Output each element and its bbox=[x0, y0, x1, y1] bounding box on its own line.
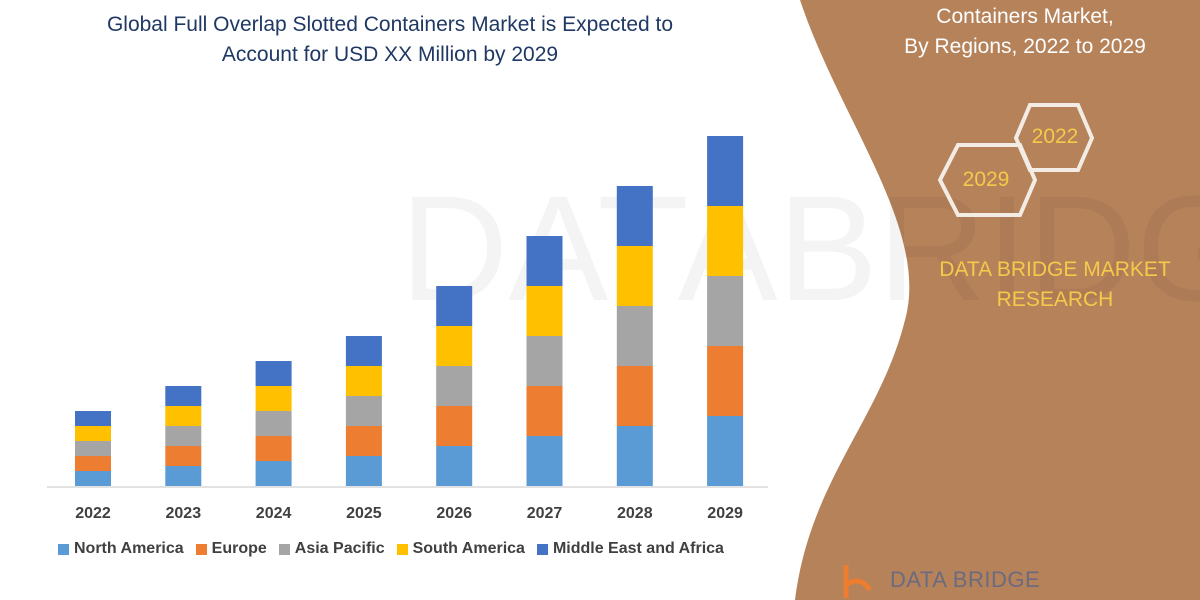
title-line-1: Global Full Overlap Slotted Containers M… bbox=[106, 13, 674, 36]
legend-item: Asia Pacific bbox=[278, 540, 385, 558]
bar-segment bbox=[526, 236, 563, 286]
bar-segment bbox=[345, 366, 382, 396]
bar-segment bbox=[165, 386, 202, 406]
bar-segment bbox=[255, 436, 292, 461]
x-tick-label: 2025 bbox=[346, 505, 382, 522]
bar-segment bbox=[616, 186, 653, 246]
bar-segment bbox=[345, 336, 382, 366]
brand-line-1: DATA BRIDGE MARKET bbox=[939, 258, 1171, 281]
bar-segment bbox=[75, 456, 111, 471]
side-title-line-1: Containers Market, bbox=[936, 5, 1114, 28]
legend-item: Europe bbox=[195, 540, 267, 558]
bar-segment bbox=[436, 326, 473, 366]
legend-label: South America bbox=[412, 540, 525, 557]
x-tick-label: 2029 bbox=[707, 505, 743, 522]
logo-text: DATA BRIDGE bbox=[890, 567, 1041, 592]
hex-label-2029: 2029 bbox=[962, 168, 1010, 191]
side-panel bbox=[795, 0, 1200, 600]
bar-segment bbox=[707, 136, 744, 206]
brand-line-2: RESEARCH bbox=[996, 288, 1114, 311]
bar-segment bbox=[255, 461, 292, 486]
bar-segment bbox=[526, 436, 563, 486]
x-tick-label: 2022 bbox=[75, 505, 111, 522]
bar-segment bbox=[75, 411, 111, 426]
x-tick-label: 2028 bbox=[617, 505, 653, 522]
legend-swatch bbox=[195, 543, 207, 555]
bar-segment bbox=[345, 426, 382, 456]
x-tick-label: 2027 bbox=[527, 505, 563, 522]
bar-segment bbox=[707, 206, 744, 276]
bar-segment bbox=[75, 471, 111, 486]
bar-segment bbox=[436, 406, 473, 446]
bar-segment bbox=[616, 426, 653, 486]
side-title: Containers Market, By Regions, 2022 to 2… bbox=[860, 2, 1190, 62]
legend-item: South America bbox=[396, 540, 525, 558]
legend-label: Middle East and Africa bbox=[552, 540, 724, 557]
title-line-2: Account for USD XX Million by 2029 bbox=[221, 43, 559, 66]
bar-segment bbox=[165, 466, 202, 486]
hexagon-2022 bbox=[1013, 103, 1095, 172]
bar-segment bbox=[526, 336, 563, 386]
bar-segment bbox=[75, 441, 111, 456]
bar-segment bbox=[526, 386, 563, 436]
bar-segment bbox=[165, 426, 202, 446]
bar-segment bbox=[707, 416, 744, 486]
bar-segment bbox=[616, 366, 653, 426]
brand-name: DATA BRIDGE MARKET RESEARCH bbox=[920, 255, 1190, 315]
bar-segment bbox=[345, 456, 382, 486]
bar-segment bbox=[165, 406, 202, 426]
bar-segment bbox=[345, 396, 382, 426]
legend-item: North America bbox=[58, 540, 184, 558]
bar-segment bbox=[616, 246, 653, 306]
bar-segment bbox=[707, 276, 744, 346]
legend-swatch bbox=[536, 543, 548, 555]
bar-segment bbox=[255, 386, 292, 411]
bar-segment bbox=[436, 446, 473, 486]
bar-segment bbox=[255, 411, 292, 436]
bar-segment bbox=[707, 346, 744, 416]
legend: North America Europe Asia Pacific South Ame… bbox=[58, 540, 724, 558]
bar-segment bbox=[255, 361, 292, 386]
legend-label: Asia Pacific bbox=[294, 540, 385, 557]
x-tick-label: 2023 bbox=[166, 505, 202, 522]
side-title-line-2: By Regions, 2022 to 2029 bbox=[904, 35, 1146, 58]
legend-label: Europe bbox=[211, 540, 267, 557]
chart-title: Global Full Overlap Slotted Containers M… bbox=[40, 10, 740, 70]
legend-swatch bbox=[396, 543, 408, 555]
legend-item: Middle East and Africa bbox=[536, 540, 724, 558]
bar-segment bbox=[165, 446, 202, 466]
bar-segment bbox=[75, 426, 111, 441]
stacked-bar-chart: 2022 2023 2024 2025 2026 2027 2028 2029 bbox=[47, 136, 768, 522]
legend-swatch bbox=[58, 543, 69, 555]
bar-segment bbox=[436, 366, 473, 406]
legend-swatch bbox=[278, 543, 290, 555]
x-tick-label: 2026 bbox=[436, 505, 472, 522]
bar-segment bbox=[436, 286, 473, 326]
hex-label-2022: 2022 bbox=[1031, 125, 1079, 148]
legend-label: North America bbox=[74, 540, 184, 557]
bar-segment bbox=[526, 286, 563, 336]
logo-icon bbox=[843, 565, 873, 598]
x-tick-label: 2024 bbox=[256, 505, 292, 522]
bar-segment bbox=[616, 306, 653, 366]
